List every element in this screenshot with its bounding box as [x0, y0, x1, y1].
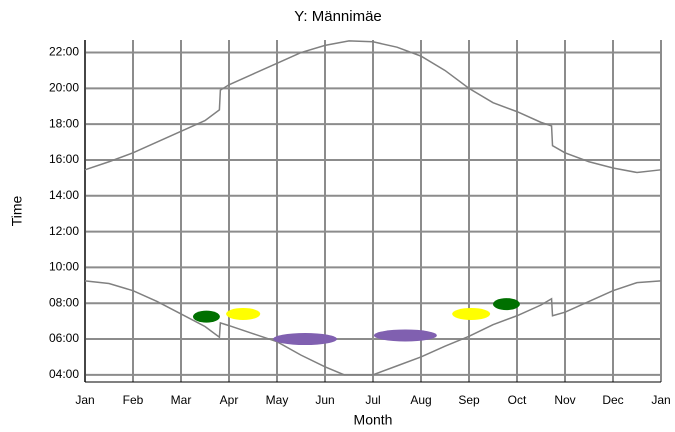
y-tick-label: 08:00 [49, 295, 79, 309]
x-axis-label: Month [354, 412, 393, 428]
x-tick-label: Jan [75, 393, 94, 407]
x-tick-label: May [266, 393, 289, 407]
x-tick-label: Aug [410, 393, 431, 407]
x-tick-label: Jan [651, 393, 670, 407]
y-tick-label: 10:00 [49, 260, 79, 274]
chart-title: Y: Männimäe [294, 8, 382, 25]
event-marker [273, 333, 337, 346]
event-marker [373, 329, 437, 342]
y-tick-label: 20:00 [49, 81, 79, 95]
x-tick-label: Apr [220, 393, 239, 407]
x-tick-label: Feb [123, 393, 144, 407]
x-tick-label: Sep [458, 393, 480, 407]
event-marker [452, 307, 491, 320]
x-tick-label: Jun [315, 393, 334, 407]
y-tick-label: 14:00 [49, 188, 79, 202]
x-tick-label: Nov [554, 393, 575, 407]
y-tick-label: 06:00 [49, 331, 79, 345]
x-tick-label: Oct [508, 393, 527, 407]
event-marker [226, 307, 261, 320]
x-tick-label: Jul [365, 393, 380, 407]
y-tick-label: 16:00 [49, 152, 79, 166]
x-tick-label: Dec [602, 393, 623, 407]
event-marker [493, 298, 520, 311]
y-tick-label: 12:00 [49, 224, 79, 238]
y-tick-label: 22:00 [49, 45, 79, 59]
line [84, 280, 662, 376]
line [84, 40, 662, 174]
y-tick-label: 04:00 [49, 367, 79, 381]
x-tick-label: Mar [171, 393, 192, 407]
y-tick-label: 18:00 [49, 116, 79, 130]
event-marker [193, 310, 220, 323]
y-axis-label: Time [9, 195, 25, 226]
